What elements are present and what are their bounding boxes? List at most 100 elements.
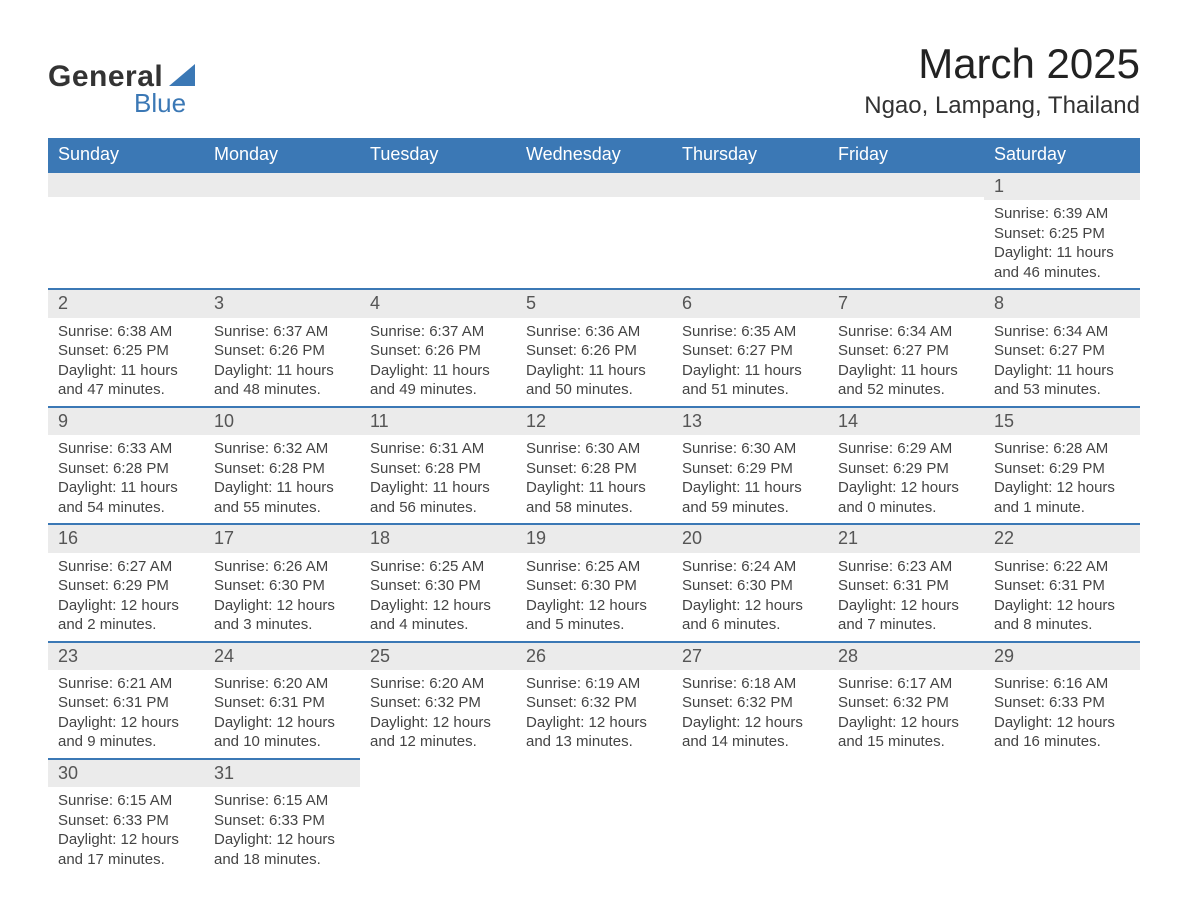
calendar-week-row: 2 Sunrise: 6:38 AMSunset: 6:25 PM Daylight… bbox=[48, 289, 1140, 406]
day-number: 14 bbox=[838, 411, 858, 431]
daylight-text: Daylight: 12 hours and 14 minutes. bbox=[682, 713, 818, 752]
calendar-day-cell: 28Sunrise: 6:17 AMSunset: 6:32 PMDayligh… bbox=[828, 642, 984, 759]
calendar-day-cell: 15Sunrise: 6:28 AMSunset: 6:29 PMDayligh… bbox=[984, 407, 1140, 524]
calendar-day-cell: 12 Sunrise: 6:30 AMSunset: 6:28 PMDayligh… bbox=[516, 407, 672, 524]
day-number: 21 bbox=[838, 528, 858, 548]
day-number: 31 bbox=[214, 763, 234, 783]
day-number: 27 bbox=[682, 646, 702, 666]
day-number: 16 bbox=[58, 528, 78, 548]
daylight-text: Daylight: 12 hours and 9 minutes. bbox=[58, 713, 194, 752]
calendar-day-cell: 11 Sunrise: 6:31 AMSunset: 6:28 PMDayligh… bbox=[360, 407, 516, 524]
daylight-text: Daylight: 12 hours and 15 minutes. bbox=[838, 713, 974, 752]
sunset-text: Sunset: 6:31 PM bbox=[838, 576, 974, 596]
sunrise-text: Sunrise: 6:34 AM bbox=[838, 322, 974, 342]
daylight-text: Daylight: 11 hours and 55 minutes. bbox=[214, 478, 350, 517]
daylight-text: Daylight: 11 hours and 56 minutes. bbox=[370, 478, 506, 517]
calendar-week-row: 23Sunrise: 6:21 AMSunset: 6:31 PMDayligh… bbox=[48, 642, 1140, 759]
day-number: 2 bbox=[58, 293, 68, 313]
col-sunday: Sunday bbox=[48, 138, 204, 172]
calendar-day-cell: 30Sunrise: 6:15 AMSunset: 6:33 PMDayligh… bbox=[48, 759, 204, 875]
day-number: 1 bbox=[994, 176, 1004, 196]
sunrise-text: Sunrise: 6:17 AM bbox=[838, 674, 974, 694]
calendar-day-cell bbox=[672, 172, 828, 289]
sunset-text: Sunset: 6:31 PM bbox=[214, 693, 350, 713]
daylight-text: Daylight: 12 hours and 16 minutes. bbox=[994, 713, 1130, 752]
daylight-text: Daylight: 12 hours and 13 minutes. bbox=[526, 713, 662, 752]
sunset-text: Sunset: 6:33 PM bbox=[214, 811, 350, 831]
sunrise-text: Sunrise: 6:22 AM bbox=[994, 557, 1130, 577]
sunrise-text: Sunrise: 6:30 AM bbox=[682, 439, 818, 459]
day-number: 7 bbox=[838, 293, 848, 313]
sunset-text: Sunset: 6:30 PM bbox=[682, 576, 818, 596]
calendar-day-cell bbox=[360, 759, 516, 875]
sunrise-text: Sunrise: 6:30 AM bbox=[526, 439, 662, 459]
day-number: 17 bbox=[214, 528, 234, 548]
daylight-text: Daylight: 11 hours and 48 minutes. bbox=[214, 361, 350, 400]
sunrise-text: Sunrise: 6:38 AM bbox=[58, 322, 194, 342]
calendar-day-cell: 1Sunrise: 6:39 AMSunset: 6:25 PMDaylight… bbox=[984, 172, 1140, 289]
calendar-day-cell bbox=[516, 759, 672, 875]
sunrise-text: Sunrise: 6:19 AM bbox=[526, 674, 662, 694]
calendar-day-cell bbox=[828, 759, 984, 875]
calendar-day-cell: 3Sunrise: 6:37 AMSunset: 6:26 PMDaylight… bbox=[204, 289, 360, 406]
day-number: 29 bbox=[994, 646, 1014, 666]
sunrise-text: Sunrise: 6:20 AM bbox=[370, 674, 506, 694]
daylight-text: Daylight: 11 hours and 50 minutes. bbox=[526, 361, 662, 400]
sunrise-text: Sunrise: 6:27 AM bbox=[58, 557, 194, 577]
day-number: 18 bbox=[370, 528, 390, 548]
col-friday: Friday bbox=[828, 138, 984, 172]
daylight-text: Daylight: 11 hours and 46 minutes. bbox=[994, 243, 1130, 282]
sunrise-text: Sunrise: 6:31 AM bbox=[370, 439, 506, 459]
sunrise-text: Sunrise: 6:35 AM bbox=[682, 322, 818, 342]
calendar-day-cell: 9Sunrise: 6:33 AMSunset: 6:28 PMDaylight… bbox=[48, 407, 204, 524]
sunrise-text: Sunrise: 6:33 AM bbox=[58, 439, 194, 459]
sunset-text: Sunset: 6:28 PM bbox=[214, 459, 350, 479]
sunset-text: Sunset: 6:25 PM bbox=[58, 341, 194, 361]
calendar-week-row: 9Sunrise: 6:33 AMSunset: 6:28 PMDaylight… bbox=[48, 407, 1140, 524]
col-tuesday: Tuesday bbox=[360, 138, 516, 172]
brand-sail-icon bbox=[169, 64, 195, 86]
day-number: 12 bbox=[526, 411, 546, 431]
calendar-day-cell bbox=[828, 172, 984, 289]
daylight-text: Daylight: 11 hours and 58 minutes. bbox=[526, 478, 662, 517]
sunrise-text: Sunrise: 6:32 AM bbox=[214, 439, 350, 459]
sunrise-text: Sunrise: 6:37 AM bbox=[370, 322, 506, 342]
daylight-text: Daylight: 12 hours and 1 minute. bbox=[994, 478, 1130, 517]
calendar-day-cell bbox=[48, 172, 204, 289]
day-number: 20 bbox=[682, 528, 702, 548]
col-thursday: Thursday bbox=[672, 138, 828, 172]
daylight-text: Daylight: 12 hours and 4 minutes. bbox=[370, 596, 506, 635]
sunset-text: Sunset: 6:25 PM bbox=[994, 224, 1130, 244]
day-number: 11 bbox=[370, 411, 389, 431]
calendar-day-cell: 5Sunrise: 6:36 AMSunset: 6:26 PMDaylight… bbox=[516, 289, 672, 406]
col-monday: Monday bbox=[204, 138, 360, 172]
calendar-day-cell bbox=[984, 759, 1140, 875]
calendar-day-cell: 27 Sunrise: 6:18 AMSunset: 6:32 PMDayligh… bbox=[672, 642, 828, 759]
brand-logo: General Blue bbox=[48, 60, 195, 119]
sunset-text: Sunset: 6:28 PM bbox=[370, 459, 506, 479]
sunrise-text: Sunrise: 6:36 AM bbox=[526, 322, 662, 342]
location-text: Ngao, Lampang, Thailand bbox=[864, 92, 1140, 120]
calendar-day-cell: 4Sunrise: 6:37 AMSunset: 6:26 PMDaylight… bbox=[360, 289, 516, 406]
calendar-day-cell: 20Sunrise: 6:24 AMSunset: 6:30 PMDayligh… bbox=[672, 524, 828, 641]
calendar-day-cell: 14Sunrise: 6:29 AMSunset: 6:29 PMDayligh… bbox=[828, 407, 984, 524]
sunset-text: Sunset: 6:32 PM bbox=[682, 693, 818, 713]
day-number: 24 bbox=[214, 646, 234, 666]
calendar-day-cell: 29Sunrise: 6:16 AMSunset: 6:33 PMDayligh… bbox=[984, 642, 1140, 759]
calendar-day-cell: 17Sunrise: 6:26 AMSunset: 6:30 PMDayligh… bbox=[204, 524, 360, 641]
calendar-day-cell: 31Sunrise: 6:15 AMSunset: 6:33 PMDayligh… bbox=[204, 759, 360, 875]
calendar-day-cell bbox=[360, 172, 516, 289]
daylight-text: Daylight: 12 hours and 8 minutes. bbox=[994, 596, 1130, 635]
sunset-text: Sunset: 6:28 PM bbox=[526, 459, 662, 479]
calendar-day-cell: 13Sunrise: 6:30 AMSunset: 6:29 PMDayligh… bbox=[672, 407, 828, 524]
sunset-text: Sunset: 6:29 PM bbox=[682, 459, 818, 479]
daylight-text: Daylight: 12 hours and 10 minutes. bbox=[214, 713, 350, 752]
sunset-text: Sunset: 6:33 PM bbox=[994, 693, 1130, 713]
sunrise-text: Sunrise: 6:28 AM bbox=[994, 439, 1130, 459]
sunrise-text: Sunrise: 6:25 AM bbox=[370, 557, 506, 577]
sunset-text: Sunset: 6:28 PM bbox=[58, 459, 194, 479]
sunset-text: Sunset: 6:26 PM bbox=[526, 341, 662, 361]
sunrise-text: Sunrise: 6:18 AM bbox=[682, 674, 818, 694]
calendar-day-cell: 23Sunrise: 6:21 AMSunset: 6:31 PMDayligh… bbox=[48, 642, 204, 759]
daylight-text: Daylight: 12 hours and 5 minutes. bbox=[526, 596, 662, 635]
